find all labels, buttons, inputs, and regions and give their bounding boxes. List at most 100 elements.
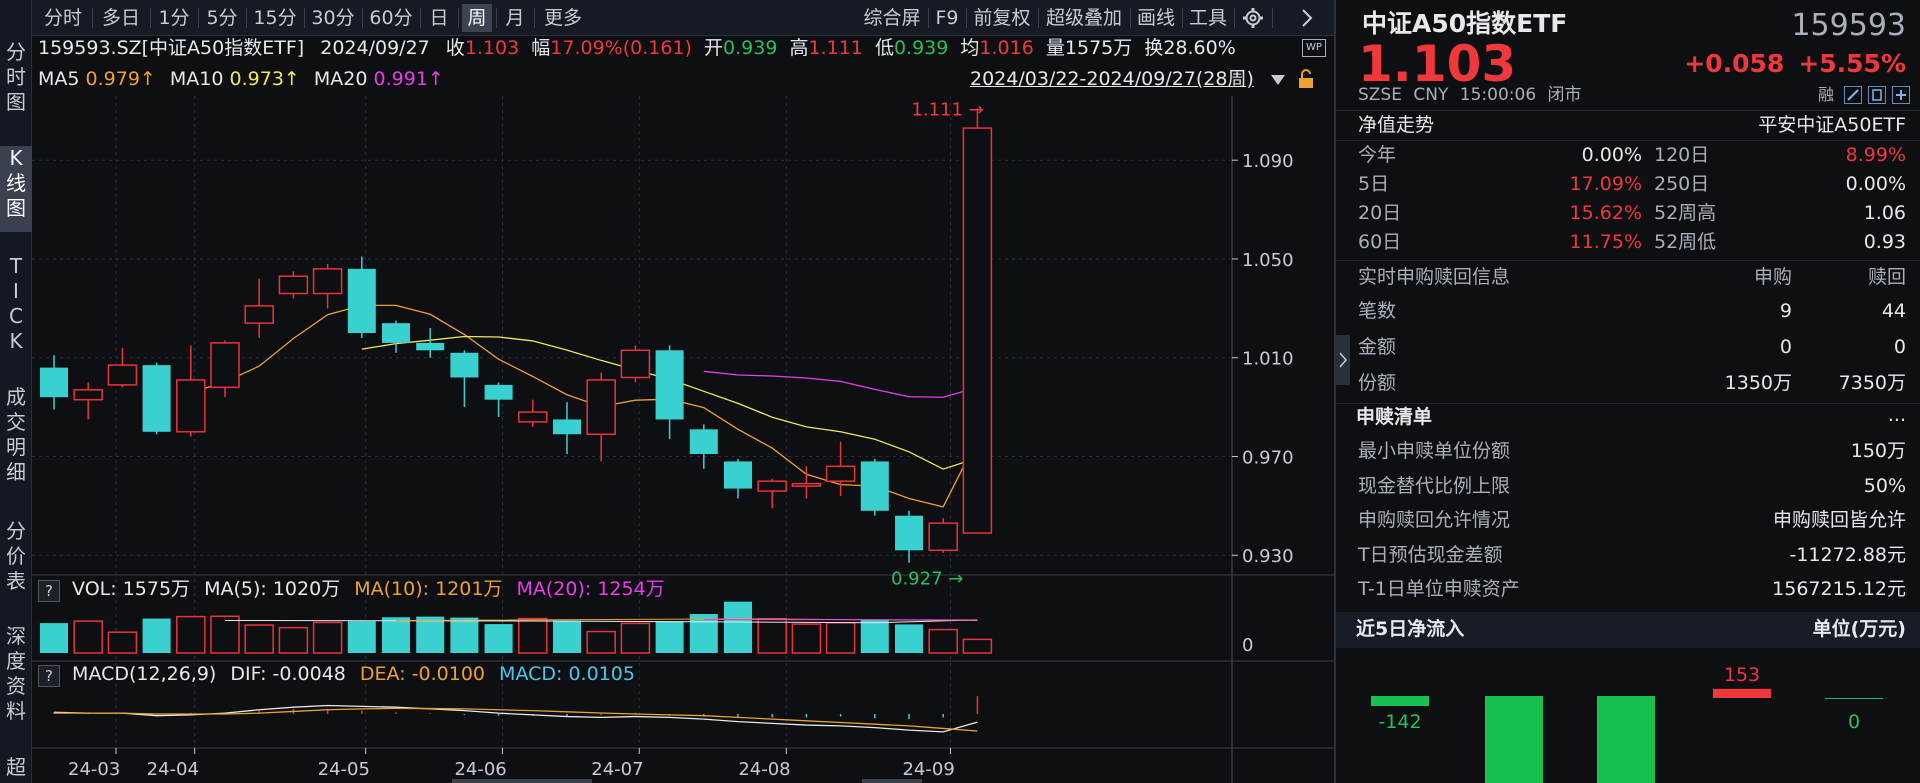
chevron-right-icon[interactable]	[1294, 4, 1320, 32]
volume-bar	[484, 624, 513, 653]
candle-body	[553, 419, 581, 435]
perf-value: 1.06	[1863, 202, 1906, 224]
macd-label: MACD(12,26,9)	[72, 663, 217, 685]
turnover-value: 28.60%	[1163, 37, 1236, 59]
tool-draw-line[interactable]: 画线	[1136, 7, 1175, 29]
list-row-value: 申购赎回皆允许	[1772, 509, 1906, 531]
note-icon[interactable]	[1868, 86, 1886, 104]
redeem-value: 44	[1881, 300, 1906, 322]
low-value: 0.939	[893, 37, 949, 59]
nav-price-table[interactable]: 分 价 表	[6, 519, 26, 593]
x-tick-label: 24-09	[902, 759, 954, 780]
nav-title: 净值走势	[1358, 114, 1435, 136]
nav-tick[interactable]: T I C K	[9, 254, 23, 353]
period-more[interactable]: 更多	[543, 7, 582, 29]
tool-forward-adjust[interactable]: 前复权	[973, 7, 1031, 29]
macd-dea: DEA: -0.0100	[359, 663, 485, 685]
fund-fullname: 平安中证A50ETF	[1758, 114, 1906, 136]
chart-area[interactable]: 1.090 1.050 1.010 0.970 0.930 1.111 → 0.927 → 0…	[32, 96, 1334, 783]
y-tick-label: 1.010	[1242, 349, 1294, 370]
help-icon[interactable]: ?	[38, 580, 60, 602]
candle-body	[791, 482, 822, 487]
volume-bar	[895, 624, 923, 653]
perf-value: 17.09%	[1569, 173, 1642, 195]
period-day[interactable]: 日	[429, 7, 449, 29]
ma10-label: MA10	[169, 68, 224, 90]
candle-body	[450, 352, 479, 378]
volume-bar	[620, 622, 651, 654]
ma5-value: 0.979↑	[85, 68, 156, 90]
list-row-label: 现金替代比例上限	[1358, 474, 1511, 497]
period-1min[interactable]: 1分	[158, 7, 190, 29]
period-intraday[interactable]: 分时	[43, 7, 82, 29]
fund-title: 中证A50指数ETF	[1362, 9, 1568, 38]
x-tick-label: 24-05	[318, 759, 370, 780]
candle-body	[347, 268, 376, 334]
ma20-line	[703, 370, 978, 398]
subscribe-row-label: 金额	[1358, 336, 1397, 358]
x-tick-label: 24-06	[454, 759, 506, 780]
flow-bar	[1825, 698, 1883, 699]
vol-ma20: MA(20): 1254万	[516, 578, 665, 600]
period-15min[interactable]: 15分	[253, 7, 297, 29]
market-state: 闭市	[1547, 85, 1582, 105]
period-5min[interactable]: 5分	[206, 7, 238, 29]
period-60min[interactable]: 60分	[369, 7, 413, 29]
list-title: 申赎清单	[1356, 406, 1433, 428]
right-panel: 中证A50指数ETF 159593 1.103 +0.058 +5.55% SZS…	[1334, 0, 1920, 783]
lock-icon[interactable]	[1296, 69, 1316, 93]
flow-bar	[1597, 696, 1655, 783]
help-icon[interactable]: ?	[38, 665, 60, 687]
tool-f9[interactable]: F9	[935, 7, 959, 29]
flow-label: 0	[1848, 711, 1860, 733]
volume-bar	[553, 620, 581, 653]
open-value: 0.939	[723, 37, 778, 59]
list-row-label: T-1日单位申赎资产	[1358, 578, 1520, 600]
candle-body	[210, 342, 240, 389]
nav-more[interactable]: 超	[6, 755, 26, 779]
volume-bar	[586, 630, 616, 654]
candle-body	[382, 323, 410, 343]
caret-down-icon[interactable]	[1270, 72, 1286, 91]
nav-kline[interactable]: K 线 图	[0, 146, 32, 232]
gear-icon[interactable]	[1240, 4, 1266, 32]
add-icon[interactable]	[1892, 86, 1910, 104]
perf-value: 15.62%	[1569, 202, 1642, 224]
nav-intraday[interactable]: 分 时 图	[6, 40, 26, 114]
date-range[interactable]: 2024/03/22-2024/09/27(28周)	[970, 68, 1254, 90]
tool-super-overlay[interactable]: 超级叠加	[1045, 7, 1122, 29]
period-30min[interactable]: 30分	[311, 7, 355, 29]
y-tick-label: 1.050	[1242, 250, 1294, 271]
flow-label: 153	[1724, 664, 1760, 686]
tool-composite[interactable]: 综合屏	[863, 7, 921, 29]
nav-trade-detail[interactable]: 成 交 明 细	[6, 385, 26, 484]
volume-bar	[416, 616, 445, 653]
subscribe-row-label: 份额	[1358, 372, 1397, 394]
chevron-right-icon[interactable]	[1336, 335, 1350, 385]
wp-badge[interactable]: WP	[1302, 39, 1326, 57]
list-more[interactable]: ...	[1887, 404, 1906, 426]
candle-body	[107, 364, 138, 386]
margin-badge: 融	[1818, 85, 1835, 104]
volume-bar	[860, 619, 889, 653]
vol-ma5: MA(5): 1020万	[204, 578, 341, 600]
candle-body	[825, 465, 856, 482]
macd-dea-line	[54, 707, 978, 732]
period-month[interactable]: 月	[505, 7, 525, 29]
vol-label: 量	[1045, 37, 1065, 59]
candle-body	[757, 480, 787, 492]
period-multiday[interactable]: 多日	[101, 7, 140, 29]
volume-bar	[244, 624, 274, 654]
y-tick-label: 0.970	[1242, 447, 1294, 468]
candle-body	[484, 384, 513, 400]
candle-body	[689, 429, 718, 455]
change-pct: +5.55%	[1798, 49, 1906, 78]
nav-depth-info[interactable]: 深 度 资 料	[6, 624, 26, 723]
edit-icon[interactable]	[1844, 86, 1862, 104]
period-week[interactable]: 周	[462, 4, 492, 32]
perf-label: 今年	[1358, 144, 1397, 166]
list-row-label: T日预估现金差额	[1358, 543, 1503, 566]
tool-tools[interactable]: 工具	[1188, 7, 1227, 29]
change-value: +0.058	[1684, 49, 1785, 78]
volume-bar	[382, 617, 410, 653]
